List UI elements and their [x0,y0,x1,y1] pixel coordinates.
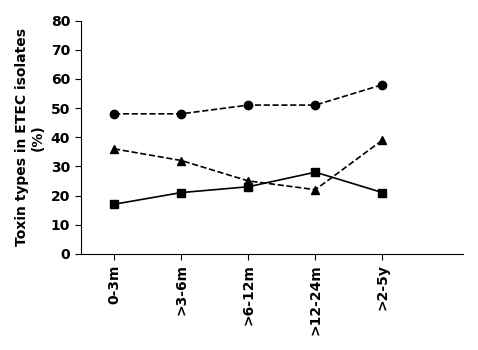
Y-axis label: Toxin types in ETEC isolates
(%): Toxin types in ETEC isolates (%) [15,28,45,246]
